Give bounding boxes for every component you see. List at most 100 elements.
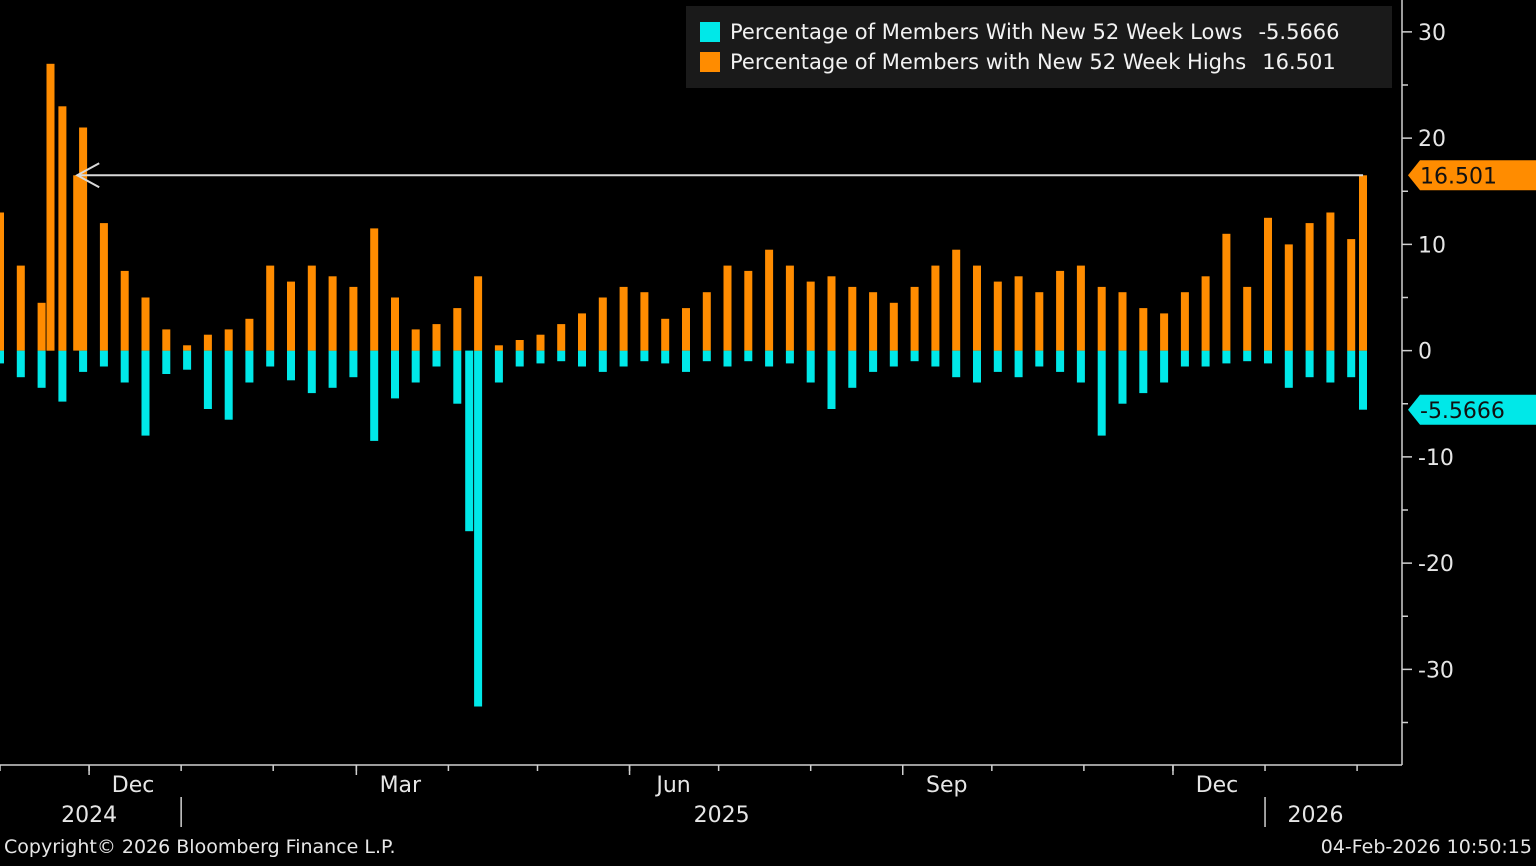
highs-bar <box>910 286 919 351</box>
lows-bar <box>1326 350 1335 383</box>
y-tick-label: 20 <box>1418 127 1446 152</box>
lows-bar <box>827 350 836 409</box>
highs-bar <box>806 281 815 351</box>
highs-bar <box>931 265 940 351</box>
y-tick-label: -10 <box>1418 446 1454 471</box>
copyright-text: Copyright© 2026 Bloomberg Finance L.P. <box>4 836 396 858</box>
highs-bar <box>682 308 690 351</box>
highs-bar <box>411 329 420 351</box>
highs-bar <box>1139 308 1148 351</box>
highs-bar <box>1076 265 1085 351</box>
lows-bar <box>453 350 462 404</box>
legend: Percentage of Members With New 52 Week L… <box>686 6 1392 88</box>
lows-bar <box>79 350 88 372</box>
highs-bar <box>1180 292 1189 351</box>
highs-bar <box>203 334 212 351</box>
lows-bar <box>952 350 961 378</box>
highs-bar <box>1056 270 1065 351</box>
lows-bar <box>1180 350 1189 367</box>
highs-bar <box>391 297 399 351</box>
highs-bar <box>1035 292 1044 351</box>
lows-bar <box>1359 350 1367 410</box>
highs-bar <box>1222 233 1231 351</box>
highs-bar <box>993 281 1002 351</box>
highs-bar <box>58 106 67 351</box>
highs-series <box>0 63 1367 351</box>
lows-bar <box>307 350 316 394</box>
highs-bar <box>73 175 82 351</box>
y-tick-label: 30 <box>1418 21 1446 46</box>
highs-bar <box>37 302 46 351</box>
year-label: 2025 <box>694 803 750 828</box>
year-label: 2026 <box>1288 803 1344 828</box>
lows-bar <box>58 350 67 402</box>
highs-bar <box>141 297 150 351</box>
highs-bar <box>1160 313 1169 351</box>
y-tick-label: -20 <box>1418 552 1454 577</box>
lows-bar <box>370 350 379 441</box>
highs-bar <box>952 249 961 351</box>
lows-bar <box>391 350 399 399</box>
lows-bar <box>328 350 337 388</box>
lows-bar <box>557 350 566 362</box>
reference-arrow-icon <box>75 162 100 189</box>
y-tick-label: 10 <box>1418 233 1446 258</box>
highs-bar <box>1118 292 1127 351</box>
legend-label-lows: Percentage of Members With New 52 Week L… <box>730 20 1243 44</box>
lows-bar <box>1243 350 1252 362</box>
highs-bar <box>1243 286 1252 351</box>
highs-bar <box>744 270 753 351</box>
lows-bar <box>619 350 628 367</box>
highs-bar <box>1347 239 1356 351</box>
lows-bar <box>224 350 233 420</box>
lows-bar <box>16 350 25 378</box>
highs-bar <box>224 329 233 351</box>
highs-bar <box>661 318 670 351</box>
lows-bar <box>1139 350 1148 394</box>
highs-bar <box>1014 276 1023 351</box>
lows-bar <box>910 350 919 362</box>
lows-bar <box>432 350 441 367</box>
lows-tag-label: -5.5666 <box>1420 399 1505 424</box>
highs-tag-label: 16.501 <box>1420 164 1497 189</box>
highs-bar <box>120 270 129 351</box>
lows-bar <box>349 350 358 378</box>
legend-label-highs: Percentage of Members with New 52 Week H… <box>730 50 1247 74</box>
lows-bar <box>1035 350 1044 367</box>
legend-swatch-highs <box>700 52 720 72</box>
lows-bar <box>682 350 690 372</box>
highs-bar <box>578 313 586 351</box>
highs-bar <box>1305 223 1314 351</box>
lows-bar <box>37 350 46 388</box>
lows-bar <box>598 350 607 372</box>
lows-bar <box>1347 350 1356 378</box>
lows-bar <box>465 350 474 532</box>
highs-bar <box>79 127 88 351</box>
highs-bar <box>973 265 981 351</box>
highs-bar <box>702 292 711 351</box>
year-label: 2024 <box>61 803 117 828</box>
highs-bar <box>1326 212 1335 351</box>
highs-bar <box>370 228 379 351</box>
reference-line-group <box>75 162 1364 189</box>
lows-bar <box>765 350 774 367</box>
y-tick-label: 0 <box>1418 340 1432 365</box>
highs-bar <box>1359 175 1367 351</box>
lows-bar <box>869 350 878 372</box>
lows-bar <box>578 350 586 367</box>
lows-bar <box>1201 350 1210 367</box>
legend-item-highs: Percentage of Members with New 52 Week H… <box>700 48 1336 76</box>
highs-bar <box>307 265 316 351</box>
highs-bar <box>869 292 878 351</box>
lows-bar <box>183 350 192 370</box>
x-tick-label: Jun <box>654 773 690 798</box>
lows-series <box>0 350 1367 707</box>
lows-bar <box>848 350 857 388</box>
highs-bar <box>1097 286 1106 351</box>
lows-bar <box>494 350 503 383</box>
lows-bar <box>806 350 815 383</box>
axes: 30 20 10 0 -10 -20 -30 Dec Mar Jun Sep Dec 2024 2025 2… <box>0 0 1454 828</box>
highs-bar <box>349 286 358 351</box>
